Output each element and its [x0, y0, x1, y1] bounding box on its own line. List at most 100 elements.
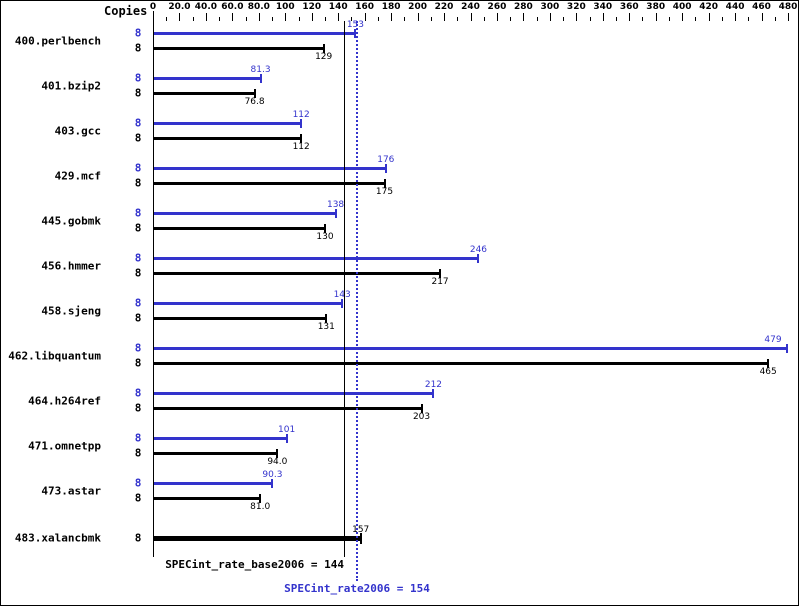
x-tick-label: 260	[487, 2, 507, 12]
copies-value: 8	[134, 266, 142, 280]
peak-bar	[154, 31, 356, 35]
benchmark-label: 483.xalancbmk	[14, 531, 101, 545]
x-tick-label: 320	[566, 2, 586, 12]
bar-endcap	[300, 118, 303, 128]
base-value-label: 76.8	[244, 97, 265, 107]
x-tick-label: 80.0	[247, 2, 270, 12]
bar-endcap	[767, 358, 770, 368]
copies-value: 8	[134, 26, 142, 40]
x-minor-tick	[457, 17, 459, 21]
copies-value: 8	[134, 176, 142, 190]
copies-value: 8	[134, 401, 142, 415]
x-tick-label: 20.0	[168, 2, 191, 12]
base-value-label: 81.0	[250, 502, 271, 512]
x-minor-tick	[404, 17, 406, 21]
x-major-tick	[391, 13, 393, 21]
benchmark-label: 445.gobmk	[41, 214, 101, 227]
x-minor-tick	[245, 17, 247, 21]
x-tick-label: 120	[302, 2, 322, 12]
benchmark-label: 401.bzip2	[41, 79, 101, 92]
x-major-tick	[549, 13, 551, 21]
x-tick-label: 200	[408, 2, 427, 12]
x-tick-label: 40.0	[194, 2, 218, 12]
x-major-tick	[655, 13, 657, 21]
x-major-tick	[179, 13, 181, 21]
peak-value-label: 246	[469, 245, 488, 255]
x-major-tick	[311, 13, 313, 21]
copies-value: 8	[134, 131, 142, 145]
x-tick-label: 380	[646, 2, 666, 12]
bar-endcap	[354, 28, 357, 38]
x-major-tick	[576, 13, 578, 21]
benchmark-label: 471.omnetpp	[28, 439, 101, 452]
x-major-tick	[338, 13, 340, 21]
x-major-tick	[417, 13, 419, 21]
copies-value: 8	[134, 491, 142, 505]
peak-value-label: 212	[424, 380, 443, 390]
peak-bar	[154, 301, 343, 305]
x-minor-tick	[219, 17, 221, 21]
peak-bar	[154, 121, 302, 125]
copies-header: Copies	[104, 4, 148, 18]
copies-value: 8	[134, 161, 142, 175]
x-minor-tick	[536, 17, 538, 21]
bar-endcap	[259, 73, 262, 83]
y-axis-line	[153, 11, 154, 557]
bar-endcap	[325, 313, 328, 323]
x-major-tick	[364, 13, 366, 21]
x-minor-tick	[748, 17, 750, 21]
x-tick-label: 160	[355, 2, 375, 12]
peak-bar	[154, 346, 787, 350]
base-value-label: 203	[412, 412, 431, 422]
copies-value: 8	[134, 311, 142, 325]
copies-value: 8	[134, 86, 142, 100]
x-minor-tick	[695, 17, 697, 21]
x-major-tick	[258, 13, 260, 21]
base-bar	[154, 91, 255, 95]
x-major-tick	[232, 13, 234, 21]
base-value-label: 465	[759, 367, 777, 377]
base-bar	[154, 361, 769, 365]
reference-line-peak	[355, 21, 358, 581]
peak-bar	[154, 166, 386, 170]
peak-value-label: 153	[346, 20, 364, 30]
bar-endcap	[785, 343, 788, 353]
x-major-tick	[708, 13, 710, 21]
peak-bar	[154, 76, 261, 80]
x-tick-label: 280	[514, 2, 533, 12]
x-minor-tick	[642, 17, 644, 21]
x-tick-label: 340	[593, 2, 613, 12]
x-minor-tick	[166, 17, 168, 21]
peak-value-label: 112	[292, 110, 310, 120]
copies-value: 8	[134, 356, 142, 370]
base-value-label: 112	[292, 142, 310, 152]
x-tick-label: 360	[619, 2, 639, 12]
peak-value-label: 479	[764, 335, 782, 345]
bar-endcap	[253, 88, 256, 98]
x-minor-tick	[483, 17, 485, 21]
x-major-tick	[735, 13, 737, 21]
x-minor-tick	[192, 17, 194, 21]
x-minor-tick	[351, 17, 353, 21]
x-minor-tick	[298, 17, 300, 21]
footer-base-label: SPECint_rate_base2006 = 144	[165, 558, 344, 571]
base-value-label: 157	[352, 525, 370, 535]
base-value-label: 129	[315, 52, 333, 62]
benchmark-label: 400.perlbench	[14, 34, 101, 47]
x-tick-label: 460	[752, 2, 771, 12]
x-tick-label: 240	[461, 2, 480, 12]
x-major-tick	[761, 13, 763, 21]
x-minor-tick	[510, 17, 512, 21]
x-tick-label: 400	[672, 2, 692, 12]
benchmark-label: 473.astar	[41, 484, 101, 497]
x-tick-label: 220	[434, 2, 454, 12]
peak-value-label: 101	[278, 425, 296, 435]
x-major-tick	[682, 13, 684, 21]
bar-endcap	[477, 253, 480, 263]
copies-value: 8	[134, 71, 142, 85]
x-tick-label: 0	[149, 2, 157, 12]
copies-value: 8	[134, 446, 142, 460]
x-minor-tick	[668, 17, 670, 21]
copies-value: 8	[134, 116, 142, 130]
peak-value-label: 138	[326, 200, 345, 210]
